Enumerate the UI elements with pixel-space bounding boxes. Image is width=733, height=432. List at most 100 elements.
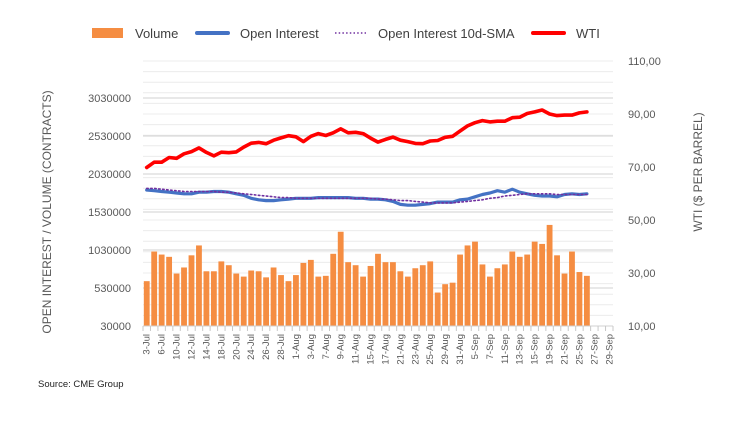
left-tick-label: 2030000 (88, 169, 131, 181)
volume-bar (412, 268, 419, 326)
x-tick-label: 18-Jul (216, 334, 227, 360)
legend-swatch-volume (92, 28, 123, 38)
volume-bar (293, 275, 299, 326)
left-tick-label: 1030000 (88, 245, 131, 257)
x-tick-label: 29-Aug (440, 334, 451, 365)
right-tick-label: 50,00 (628, 215, 656, 227)
right-axis: 10,00 30,00 50,00 70,00 90,00 110,00 (628, 56, 661, 333)
volume-bar (225, 265, 232, 326)
volume-bar (419, 265, 426, 326)
open-interest-sma-line (145, 187, 588, 204)
left-tick-label: 3030000 (88, 93, 131, 105)
volume-bar (166, 256, 173, 326)
volume-bar (509, 251, 516, 326)
volume-bar (524, 254, 531, 326)
x-tick-label: 7-Sep (485, 334, 496, 359)
volume-bar (278, 275, 284, 326)
volume-bar (375, 253, 381, 326)
x-tick-label: 9-Aug (336, 334, 347, 359)
volume-bar (173, 273, 180, 326)
volume-bar (322, 275, 329, 326)
legend-label: Volume (135, 26, 178, 41)
volume-bar (404, 276, 411, 326)
volume-bar (263, 277, 270, 326)
volume-bar (501, 264, 508, 326)
volume-bar (345, 262, 352, 326)
volume-bar (531, 241, 538, 326)
volume-bar (449, 282, 456, 326)
volume-bar (233, 273, 240, 326)
right-tick-label: 110,00 (628, 56, 661, 68)
x-tick-label: 5-Sep (470, 334, 481, 359)
volume-bar (516, 256, 523, 326)
series-lines (144, 108, 589, 207)
volume-bar (472, 241, 478, 326)
x-tick-label: 13-Sep (515, 334, 526, 365)
volume-bar (330, 253, 337, 326)
legend: Volume Open Interest Open Interest 10d-SMA… (92, 26, 600, 41)
x-tick-label: 12-Jul (187, 334, 198, 360)
volume-bar (255, 271, 262, 326)
x-tick-label: 6-Jul (157, 334, 168, 355)
left-axis-title: OPEN INTEREST / VOLUME (CONTRACTS) (40, 90, 54, 333)
x-tick-label: 11-Sep (500, 334, 511, 364)
volume-bar (427, 261, 434, 326)
volume-bar (434, 292, 441, 326)
right-axis-title: WTI ($ PER BARREL) (691, 112, 705, 231)
wti-line (144, 108, 589, 170)
volume-bar (486, 276, 493, 326)
volume-bar (464, 245, 471, 326)
right-tick-label: 70,00 (628, 162, 656, 174)
x-tick-label: 1-Aug (291, 334, 302, 359)
volume-bar (397, 271, 404, 326)
volume-bar (143, 281, 150, 326)
volume-bar (360, 276, 366, 326)
volume-bar (554, 255, 560, 326)
x-tick-label: 7-Aug (321, 334, 332, 359)
volume-bar (270, 267, 277, 326)
x-tick-label: 3-Aug (306, 334, 317, 359)
x-tick-label: 3-Jul (142, 334, 153, 355)
x-tick-label: 28-Jul (276, 334, 287, 360)
volume-bar (583, 275, 590, 326)
legend-label: Open Interest (240, 26, 319, 41)
x-tick-label: 26-Jul (261, 334, 272, 360)
volume-bar (196, 245, 202, 326)
left-axis: 30000 530000 1030000 1530000 2030000 2530000 3… (88, 93, 131, 333)
left-tick-label: 2530000 (88, 131, 131, 143)
x-tick-label: 10-Jul (172, 334, 183, 360)
volume-bar (240, 276, 247, 326)
source-note: Source: CME Group (38, 379, 124, 390)
x-tick-label: 19-Sep (545, 334, 556, 365)
x-tick-label: 31-Aug (455, 334, 466, 365)
volume-bars (143, 224, 590, 326)
x-tick-label: 25-Sep (574, 334, 585, 365)
x-tick-label: 20-Jul (231, 334, 242, 360)
legend-label: Open Interest 10d-SMA (378, 26, 515, 41)
x-tick-label: 11-Aug (351, 334, 362, 364)
right-tick-label: 90,00 (628, 109, 656, 121)
x-tick-label: 29-Sep (604, 334, 615, 365)
left-tick-label: 30000 (100, 321, 131, 333)
x-tick-label: 21-Aug (395, 334, 406, 365)
right-tick-label: 30,00 (628, 268, 656, 280)
volume-bar (315, 276, 322, 326)
volume-bar (539, 243, 546, 326)
x-tick-label: 14-Jul (201, 334, 212, 360)
volume-bar (181, 267, 187, 326)
volume-bar (479, 264, 486, 326)
volume-bar (561, 273, 568, 326)
volume-bar (210, 271, 217, 326)
x-tick-label: 15-Sep (530, 334, 541, 365)
volume-bar (151, 251, 158, 326)
x-tick-label: 24-Jul (246, 334, 257, 360)
volume-bar (546, 224, 553, 326)
x-tick-label: 23-Aug (410, 334, 421, 365)
x-tick-label: 27-Sep (589, 334, 600, 365)
volume-bar (569, 251, 575, 326)
volume-bar (382, 262, 389, 326)
x-tick-label: 15-Aug (366, 334, 377, 365)
volume-bar (352, 265, 359, 326)
volume-bar (367, 265, 374, 326)
